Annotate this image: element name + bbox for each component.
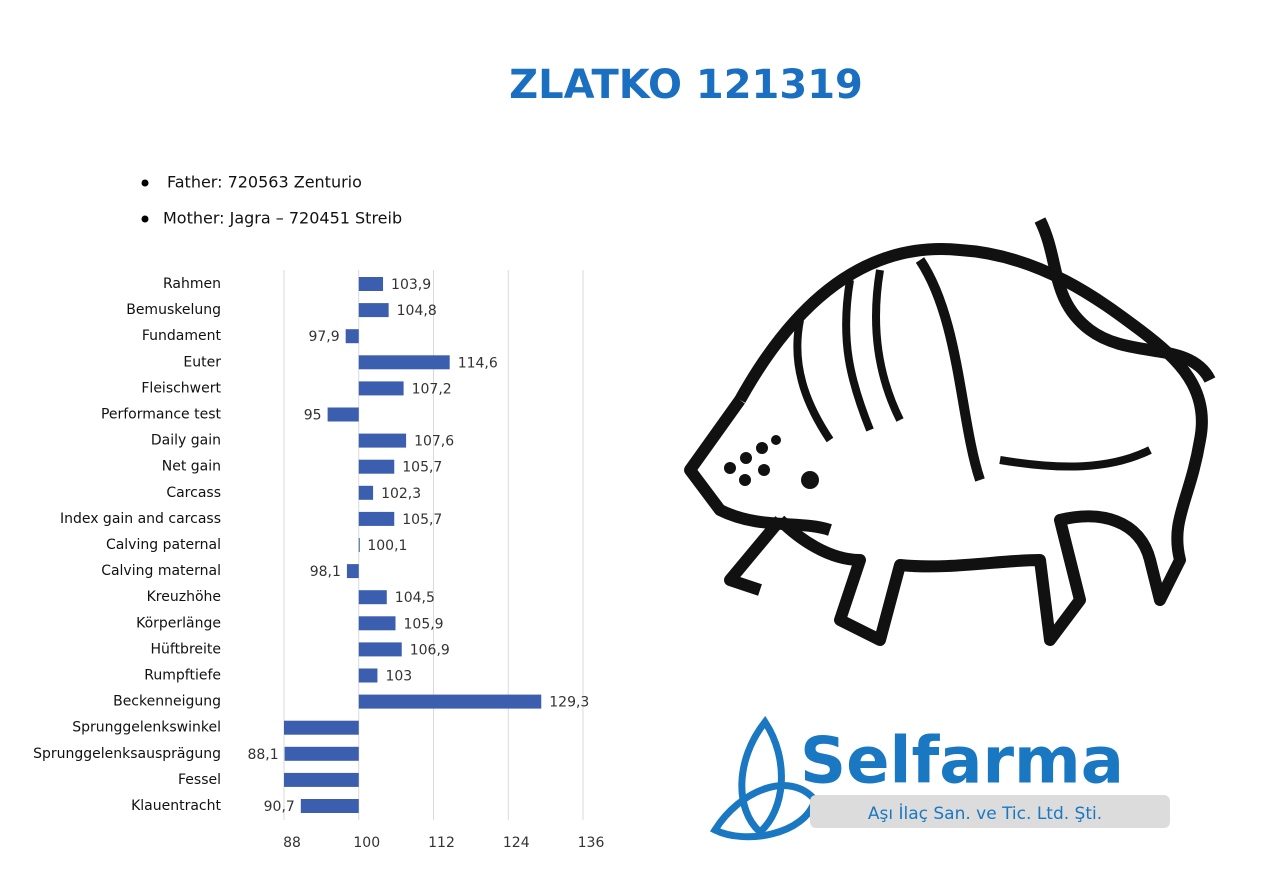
value-label: 97,9 (308, 329, 339, 345)
bull-illustration (684, 217, 1216, 646)
bar (284, 772, 359, 787)
category-label: Daily gain (151, 433, 221, 449)
category-label: Fleischwert (141, 380, 221, 396)
value-label: 104,5 (395, 590, 435, 606)
bull-nose-dots (724, 435, 781, 486)
bull-eye (801, 471, 819, 489)
bar (358, 694, 542, 709)
bar (358, 616, 396, 631)
value-label: 103,9 (391, 277, 431, 293)
bar (358, 277, 384, 291)
bullet (141, 179, 149, 187)
bar (358, 485, 374, 500)
value-label: 107,6 (414, 434, 454, 450)
bar (358, 590, 387, 605)
x-tick-label: 88 (283, 835, 301, 851)
category-label: Sprunggelenkswinkel (72, 720, 221, 736)
category-label: Euter (183, 354, 221, 370)
category-label: Performance test (101, 407, 222, 423)
bar (358, 381, 404, 396)
title: ZLATKO 121319 (509, 62, 863, 108)
bar (358, 538, 360, 552)
category-label: Fundament (142, 328, 222, 344)
logo-banner (810, 795, 1170, 828)
value-label: 100,1 (367, 538, 407, 554)
category-label: Index gain and carcass (60, 511, 221, 527)
category-label: Klauentracht (131, 798, 221, 814)
x-tick-label: 112 (428, 835, 455, 851)
value-label: 107,2 (412, 381, 452, 397)
father: Father: 720563 Zenturio (167, 173, 362, 192)
value-label: 103 (385, 669, 412, 685)
bar (358, 642, 402, 657)
x-tick-label: 124 (503, 835, 530, 851)
category-label: Calving paternal (106, 537, 221, 553)
value-label: 106,9 (410, 642, 450, 658)
bar (358, 303, 389, 318)
bar (358, 433, 407, 448)
category-label: Bemuskelung (126, 302, 221, 318)
mother: Mother: Jagra – 720451 Streib (163, 209, 402, 228)
category-label: Beckenneigung (113, 694, 221, 710)
logo-tagline: Aşı İlaç San. ve Tic. Ltd. Şti. (868, 803, 1102, 824)
bar (284, 720, 359, 735)
value-label: 114,6 (458, 355, 498, 371)
bullet (141, 215, 149, 223)
category-label: Hüftbreite (150, 641, 221, 657)
category-label: Kreuzhöhe (147, 589, 221, 605)
bar (358, 511, 395, 526)
category-label: Sprunggelenksausprägung (33, 746, 221, 762)
bar (358, 459, 395, 474)
bar (300, 799, 359, 813)
value-label: 95 (304, 408, 322, 424)
category-label: Calving maternal (101, 563, 221, 579)
category-label: Rahmen (163, 276, 221, 292)
x-tick-label: 100 (353, 835, 380, 851)
value-label: 90,7 (264, 799, 295, 815)
bar (284, 746, 359, 761)
bar (345, 329, 359, 344)
value-label: 88,1 (247, 747, 278, 763)
value-label: 102,3 (381, 486, 421, 502)
category-label: Körperlänge (136, 615, 221, 631)
value-label: 98,1 (310, 564, 341, 580)
bar (358, 668, 378, 683)
logo-name: Selfarma (800, 725, 1124, 799)
value-label: 105,9 (404, 616, 444, 632)
category-label: Net gain (162, 459, 221, 475)
value-label: 105,7 (402, 460, 442, 476)
x-tick-label: 136 (578, 835, 605, 851)
category-label: Carcass (166, 485, 221, 501)
value-label: 129,3 (549, 695, 589, 711)
bar (358, 355, 450, 370)
bar (346, 564, 359, 579)
category-label: Rumpftiefe (144, 668, 221, 684)
value-label: 105,7 (402, 512, 442, 528)
category-label: Fessel (178, 772, 221, 788)
bar (327, 407, 359, 422)
value-label: 104,8 (397, 303, 437, 319)
